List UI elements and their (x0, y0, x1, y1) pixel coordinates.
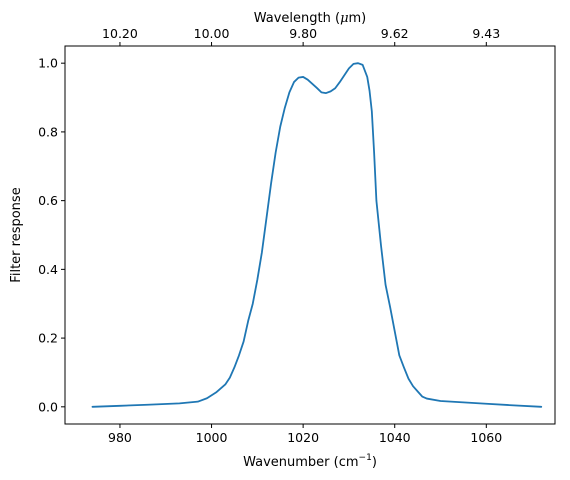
x-tick-label: 1000 (196, 430, 228, 445)
top-tick-label: 10.20 (102, 26, 138, 41)
top-tick-label: 9.43 (472, 26, 500, 41)
y-tick-label: 0.2 (38, 331, 58, 346)
y-tick-label: 0.4 (38, 262, 58, 277)
ticks-layer: 980 1000 1020 1040 1060 10.20 10.00 9.80 9.62 9.4… (38, 26, 502, 445)
top-tick-label: 9.62 (381, 26, 409, 41)
x-tick-label: 1040 (379, 430, 411, 445)
x-tick-label: 1020 (287, 430, 319, 445)
x-tick-label: 1060 (470, 430, 502, 445)
y-tick-label: 0.0 (38, 399, 58, 414)
filter-response-line (91, 62, 543, 408)
y-tick-label: 1.0 (38, 56, 58, 71)
y-tick-label: 0.6 (38, 193, 58, 208)
top-tick-label: 9.80 (289, 26, 317, 41)
x-axis-label: Wavenumber (cm−1) (243, 453, 377, 470)
y-axis-label: Filter response (9, 187, 24, 282)
x-tick-label: 980 (108, 430, 132, 445)
plot-layer (91, 62, 543, 408)
top-axis-label: Wavelength (μm) (254, 11, 367, 26)
y-tick-label: 0.8 (38, 124, 58, 139)
plot-frame (64, 45, 556, 425)
top-tick-label: 10.00 (194, 26, 230, 41)
